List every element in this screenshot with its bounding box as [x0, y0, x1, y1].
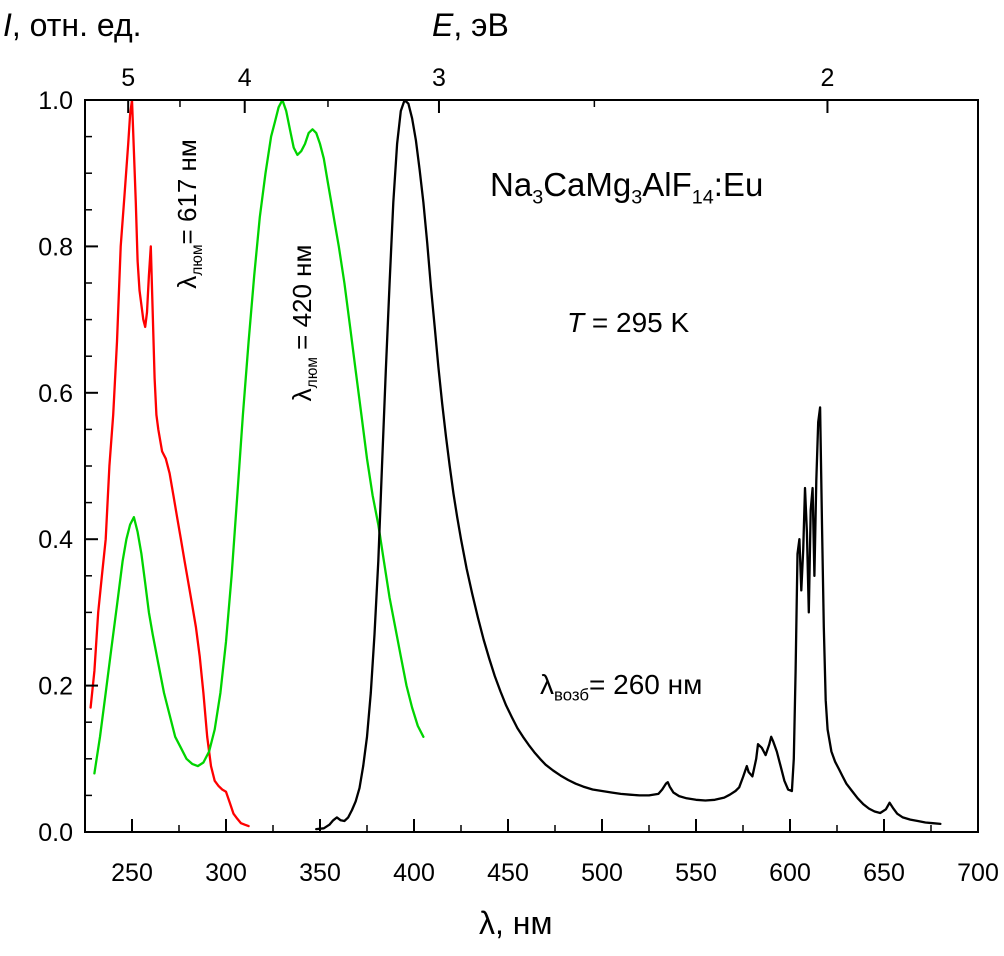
top-tick-label: 3 [432, 64, 446, 92]
y-tick-label: 0.2 [38, 673, 73, 701]
green-curve-label: λлюм = 420 нм [287, 244, 322, 402]
y-tick-label: 0.6 [38, 380, 73, 408]
top-tick-label: 4 [238, 64, 252, 92]
y-tick-label: 0.4 [38, 526, 73, 554]
sample-formula-label: Na3CaMg3AlF14:Eu [490, 166, 764, 209]
x-tick-label: 700 [957, 859, 999, 887]
x-tick-label: 500 [581, 859, 623, 887]
y-tick-label: 0.8 [38, 233, 73, 261]
x-axis-title: λ, нм [479, 905, 553, 941]
x-tick-label: 650 [863, 859, 905, 887]
x-tick-label: 350 [299, 859, 341, 887]
y-tick-label: 1.0 [38, 87, 73, 115]
curve-emission-260nm [315, 99, 942, 831]
x-tick-label: 250 [111, 859, 153, 887]
excitation-wavelength-label: λвозб= 260 нм [540, 669, 703, 705]
temperature-label: T = 295 K [567, 307, 690, 338]
plot-frame [84, 99, 979, 833]
x-tick-label: 550 [675, 859, 717, 887]
x-tick-label: 400 [393, 859, 435, 887]
curve-excitation-617nm [89, 99, 250, 828]
red-curve-label: λлюм= 617 нм [172, 139, 207, 289]
x-tick-label: 300 [205, 859, 247, 887]
top-tick-label: 5 [121, 64, 135, 92]
y-axis-title: I, отн. ед. [3, 7, 142, 43]
curve-excitation-420nm [93, 99, 425, 775]
top-axis-title: E, эВ [432, 7, 509, 43]
x-tick-label: 450 [487, 859, 529, 887]
top-tick-label: 2 [820, 64, 834, 92]
y-tick-label: 0.0 [38, 819, 73, 847]
x-tick-label: 600 [769, 859, 811, 887]
